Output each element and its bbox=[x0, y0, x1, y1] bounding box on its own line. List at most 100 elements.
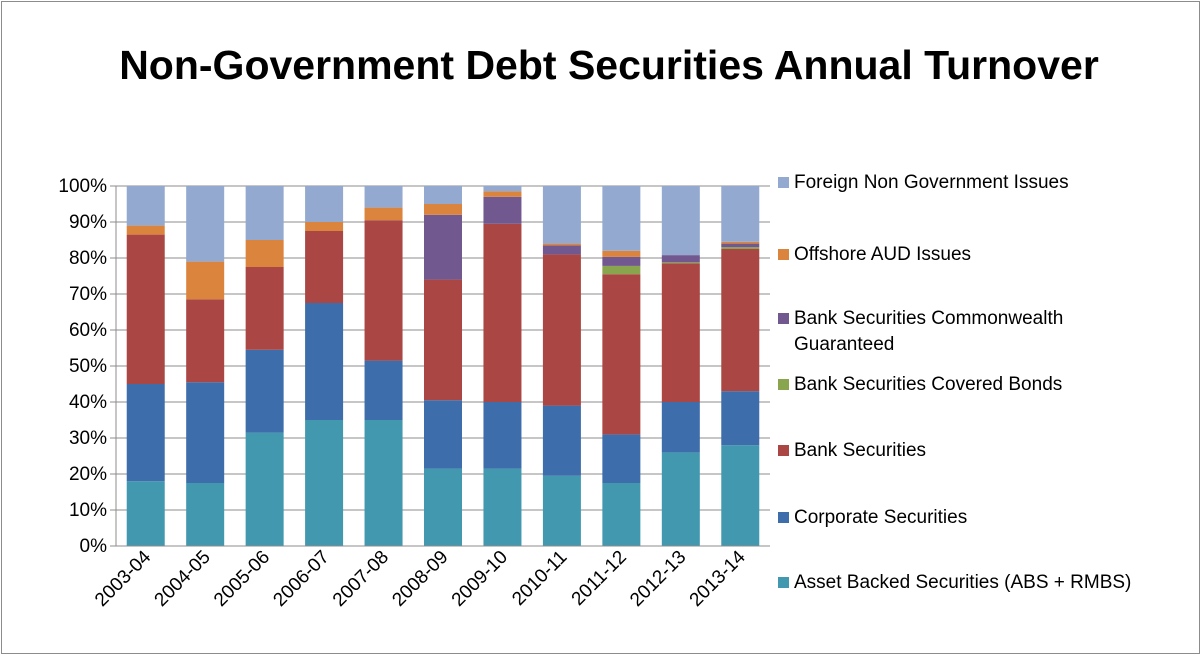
bar-segment bbox=[245, 186, 284, 240]
bar-segment bbox=[721, 391, 760, 446]
y-tick-label: 90% bbox=[69, 212, 107, 233]
bar-segment bbox=[602, 274, 641, 435]
legend-swatch bbox=[778, 249, 789, 260]
bar-segment bbox=[483, 223, 522, 402]
y-tick-label: 30% bbox=[69, 428, 107, 449]
bar-segment bbox=[721, 249, 760, 392]
x-tick-label: 2012-13 bbox=[626, 547, 690, 611]
bar-segment bbox=[721, 445, 760, 546]
legend-label: Bank Securities bbox=[794, 440, 927, 461]
bar-segment bbox=[661, 263, 700, 402]
bar-segment bbox=[424, 186, 462, 204]
x-tick-label: 2004-05 bbox=[151, 547, 215, 611]
bar-segment bbox=[305, 420, 344, 546]
bar-segment bbox=[602, 250, 641, 257]
bar-segment bbox=[126, 384, 165, 482]
y-tick-label: 10% bbox=[69, 500, 107, 521]
bar-segment bbox=[126, 225, 165, 235]
bar-segment bbox=[186, 483, 225, 546]
bar-segment bbox=[602, 483, 641, 546]
bar-segment bbox=[364, 420, 403, 546]
y-tick-label: 80% bbox=[69, 248, 107, 269]
legend-swatch bbox=[778, 313, 789, 324]
x-tick-label: 2007-08 bbox=[329, 547, 393, 611]
bar-segment bbox=[542, 245, 581, 255]
bar-segment bbox=[602, 186, 641, 251]
legend-label: Corporate Securities bbox=[794, 507, 968, 528]
bar-segment bbox=[661, 186, 700, 256]
bar-segment bbox=[305, 231, 344, 303]
bar-segment bbox=[542, 405, 581, 476]
bar-segment bbox=[186, 186, 225, 262]
bar-segment bbox=[424, 214, 462, 280]
bar-segment bbox=[483, 402, 522, 469]
bar-segment bbox=[245, 240, 284, 267]
bar-segment bbox=[721, 247, 760, 249]
bar-segment bbox=[542, 475, 581, 546]
y-tick-label: 70% bbox=[69, 284, 107, 305]
bar-segment bbox=[661, 262, 700, 264]
x-tick-label: 2006-07 bbox=[269, 547, 333, 611]
bar-segment bbox=[364, 220, 403, 361]
y-tick-label: 40% bbox=[69, 392, 107, 413]
legend-swatch bbox=[778, 512, 789, 523]
bar-segment bbox=[542, 254, 581, 406]
bar-segment bbox=[661, 402, 700, 453]
bar-segment bbox=[186, 299, 225, 383]
bar-segment bbox=[542, 243, 581, 246]
bar-segment bbox=[364, 207, 403, 221]
bar-segment bbox=[602, 256, 641, 266]
bar-segment bbox=[721, 241, 760, 244]
bar-segment bbox=[305, 303, 344, 420]
legend-label: Foreign Non Government Issues bbox=[794, 172, 1069, 193]
bar-segment bbox=[364, 186, 403, 208]
bar-segment bbox=[126, 186, 165, 226]
y-tick-label: 50% bbox=[69, 356, 107, 377]
legend-label: Bank Securities Covered Bonds bbox=[794, 374, 1063, 395]
y-tick-label: 60% bbox=[69, 320, 107, 341]
bar-segment bbox=[245, 349, 284, 433]
bar-segment bbox=[483, 196, 522, 224]
bar-segment bbox=[126, 481, 165, 546]
bar-segment bbox=[424, 204, 462, 215]
legend-swatch bbox=[778, 577, 789, 588]
bar-segment bbox=[542, 186, 581, 244]
bar-segment bbox=[661, 452, 700, 546]
x-tick-label: 2010-11 bbox=[508, 547, 571, 610]
bar-segment bbox=[721, 186, 760, 242]
bar-segment bbox=[245, 432, 284, 546]
legend-swatch bbox=[778, 177, 789, 188]
legend-label: Bank Securities Commonwealth Guaranteed bbox=[794, 308, 1064, 355]
bar-segment bbox=[245, 267, 284, 350]
bar-segment bbox=[186, 261, 225, 300]
bar-segment bbox=[483, 191, 522, 197]
bar-segment bbox=[721, 243, 760, 248]
y-tick-label: 20% bbox=[69, 464, 107, 485]
legend-label: Asset Backed Securities (ABS + RMBS) bbox=[794, 572, 1132, 593]
x-tick-label: 2013-14 bbox=[686, 546, 750, 610]
y-tick-label: 100% bbox=[58, 176, 107, 197]
x-tick-label: 2008-09 bbox=[388, 547, 452, 611]
bar-segment bbox=[661, 255, 700, 263]
x-tick-label: 2005-06 bbox=[210, 547, 274, 611]
bar-segment bbox=[186, 382, 225, 483]
x-tick-label: 2011-12 bbox=[568, 547, 631, 610]
y-tick-label: 0% bbox=[80, 536, 108, 557]
bar-segment bbox=[602, 434, 641, 483]
bar-segment bbox=[424, 279, 462, 401]
bar-segment bbox=[364, 360, 403, 420]
chart-title: Non-Government Debt Securities Annual Tu… bbox=[119, 42, 1099, 88]
legend-swatch bbox=[778, 445, 789, 456]
bar-segment bbox=[424, 400, 462, 469]
bar-segment bbox=[483, 186, 522, 192]
bar-segment bbox=[305, 222, 344, 231]
bar-segment bbox=[424, 468, 462, 546]
bar-segment bbox=[305, 186, 344, 222]
bar-segment bbox=[126, 234, 165, 384]
bar-segment bbox=[602, 265, 641, 275]
legend-label: Offshore AUD Issues bbox=[794, 244, 972, 265]
legend-swatch bbox=[778, 379, 789, 390]
bar-segment bbox=[483, 468, 522, 546]
x-tick-label: 2009-10 bbox=[448, 547, 512, 611]
